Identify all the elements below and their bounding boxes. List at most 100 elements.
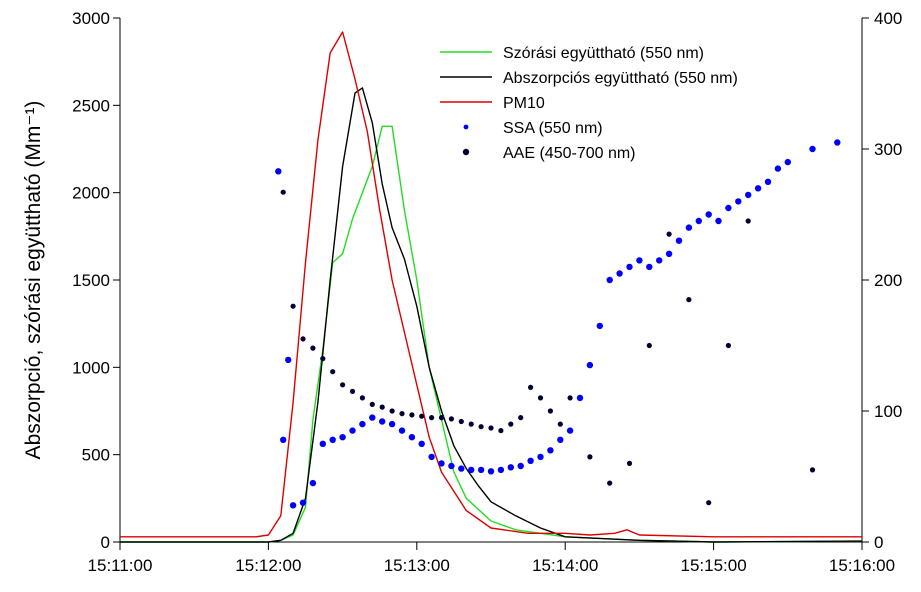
data-point [547, 408, 554, 414]
data-point [487, 468, 495, 475]
y-axis-left: 0 500 1000 1500 2000 2500 3000 [72, 9, 120, 552]
data-point [508, 421, 514, 427]
data-point [349, 427, 356, 434]
data-point [557, 436, 564, 443]
data-point [675, 237, 683, 244]
y-axis-right: 0 100 200 300 400 [862, 9, 902, 552]
series-line [120, 31, 862, 538]
series-line [120, 125, 863, 543]
legend-label: PM10 [503, 95, 545, 112]
data-point [458, 465, 465, 472]
data-point [458, 418, 464, 425]
data-point [646, 342, 652, 349]
data-point [528, 384, 534, 390]
data-point [320, 356, 326, 362]
data-point [809, 145, 816, 153]
legend-dot-swatch [463, 124, 469, 130]
data-point [468, 421, 474, 427]
data-point [389, 408, 395, 414]
data-point [616, 270, 623, 277]
data-point [330, 369, 336, 375]
data-point [665, 250, 673, 257]
series-lines [120, 31, 863, 543]
data-point [695, 217, 702, 225]
data-point [725, 342, 732, 349]
data-point [280, 189, 286, 195]
data-point [329, 436, 336, 443]
data-point [537, 395, 544, 401]
y2-tick-label: 100 [874, 402, 902, 421]
data-point [567, 395, 573, 401]
x-tick-label: 15:15:00 [681, 556, 747, 575]
legend-label: AAE (450-700 nm) [503, 145, 636, 162]
legend-dot-swatch [462, 148, 470, 156]
data-point [388, 420, 396, 428]
data-point [527, 457, 534, 464]
data-point [497, 466, 505, 474]
data-point [275, 168, 282, 175]
y2-tick-label: 300 [874, 140, 902, 159]
data-point [646, 263, 653, 271]
data-point [369, 401, 375, 407]
data-point [398, 427, 406, 434]
legend-label: Szórási együttható (550 nm) [503, 45, 704, 62]
y-tick-label: 2000 [72, 184, 110, 203]
data-point [477, 466, 485, 474]
data-point [349, 388, 356, 394]
data-point [607, 480, 613, 486]
data-point [705, 211, 712, 218]
data-point [745, 191, 752, 199]
data-point [429, 415, 435, 421]
legend-label: Abszorpciós együttható (550 nm) [503, 70, 738, 87]
x-tick-label: 15:13:00 [384, 556, 450, 575]
y2-tick-label: 200 [874, 271, 902, 290]
data-point [498, 428, 504, 434]
data-point [300, 336, 306, 342]
data-point [706, 500, 712, 506]
data-point [399, 411, 405, 417]
series-dots [275, 139, 841, 509]
data-point [735, 198, 742, 205]
data-point [834, 139, 841, 146]
x-tick-label: 15:11:00 [88, 556, 153, 575]
data-point [557, 421, 563, 427]
y2-tick-label: 0 [874, 533, 883, 552]
data-point [576, 394, 584, 402]
x-tick-label: 15:14:00 [532, 556, 598, 575]
data-point [685, 224, 693, 231]
data-point [626, 263, 633, 271]
series-line [120, 87, 863, 543]
data-point [379, 418, 386, 425]
data-point [418, 440, 425, 447]
data-point [809, 467, 816, 473]
data-point [507, 464, 514, 471]
data-point [686, 297, 692, 303]
data-point [409, 412, 415, 418]
data-point [606, 276, 613, 284]
data-point [666, 231, 672, 237]
y-tick-label: 2500 [72, 96, 110, 115]
data-point [725, 204, 732, 212]
data-point [428, 453, 435, 461]
data-point [408, 434, 416, 441]
data-point [596, 322, 603, 330]
data-point [339, 434, 346, 441]
data-point [537, 453, 544, 461]
data-point [468, 466, 475, 474]
data-point [478, 424, 484, 430]
y-tick-label: 1000 [72, 358, 110, 377]
data-point [299, 499, 307, 506]
data-point [754, 185, 762, 192]
data-point [438, 415, 445, 421]
data-point [774, 165, 782, 172]
data-point [764, 178, 772, 185]
data-point [285, 356, 292, 364]
data-point [745, 218, 751, 224]
data-point [448, 462, 455, 470]
data-point [289, 502, 297, 509]
legend-label: SSA (550 nm) [503, 120, 603, 137]
data-point [359, 420, 366, 428]
data-point [636, 257, 643, 264]
data-point [310, 345, 316, 351]
